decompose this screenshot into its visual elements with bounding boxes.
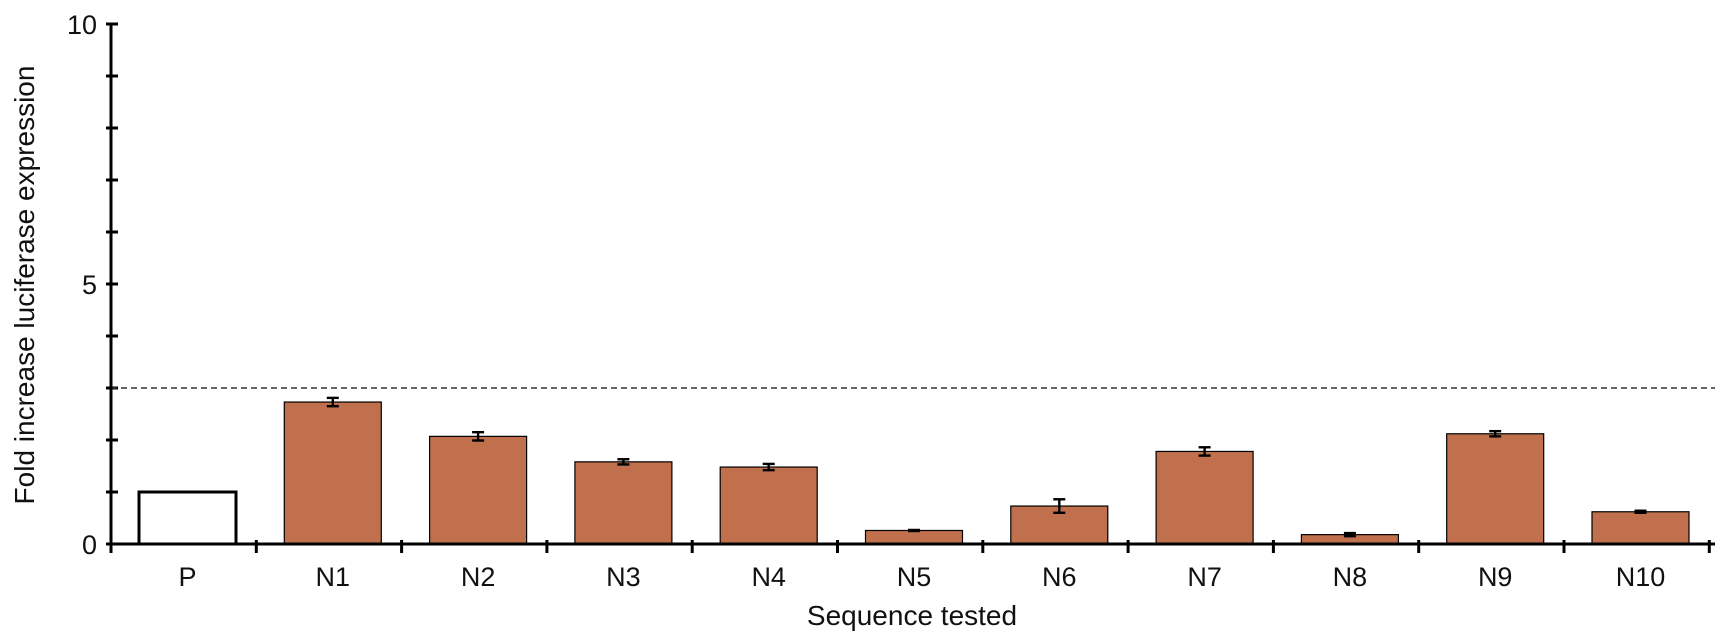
y-tick-label: 10 <box>67 10 97 40</box>
bar <box>283 401 382 545</box>
y-axis-title: Fold increase luciferase expression <box>9 66 40 505</box>
bar <box>1155 450 1254 545</box>
x-tick-label: N6 <box>1042 562 1077 592</box>
y-tick-label: 0 <box>82 530 97 560</box>
error-bars <box>326 396 1647 538</box>
x-tick-label: N1 <box>316 562 351 592</box>
bar <box>719 466 818 545</box>
bar <box>864 529 964 545</box>
x-tick-label: N4 <box>751 562 786 592</box>
bar <box>137 490 238 546</box>
x-tick-label: N9 <box>1478 562 1513 592</box>
bar <box>429 435 528 545</box>
x-tick-label: N7 <box>1187 562 1222 592</box>
x-tick-label: P <box>178 562 196 592</box>
y-tick-label: 5 <box>82 270 97 300</box>
x-tick-label: N8 <box>1333 562 1368 592</box>
bar <box>1591 511 1690 545</box>
bar <box>1446 433 1545 545</box>
x-axis-title: Sequence tested <box>807 600 1017 631</box>
x-tick-marks <box>109 540 1711 553</box>
bar <box>574 461 673 545</box>
x-tick-label: N3 <box>606 562 641 592</box>
x-tick-label: N2 <box>461 562 496 592</box>
x-tick-label: N5 <box>897 562 932 592</box>
bars <box>137 401 1690 546</box>
x-tick-labels: P N1 N2 N3 N4 N5 N6 N7 N8 N9 N10 <box>178 562 1665 592</box>
y-tick-labels: 0 5 10 <box>67 10 97 560</box>
x-tick-label: N10 <box>1616 562 1666 592</box>
